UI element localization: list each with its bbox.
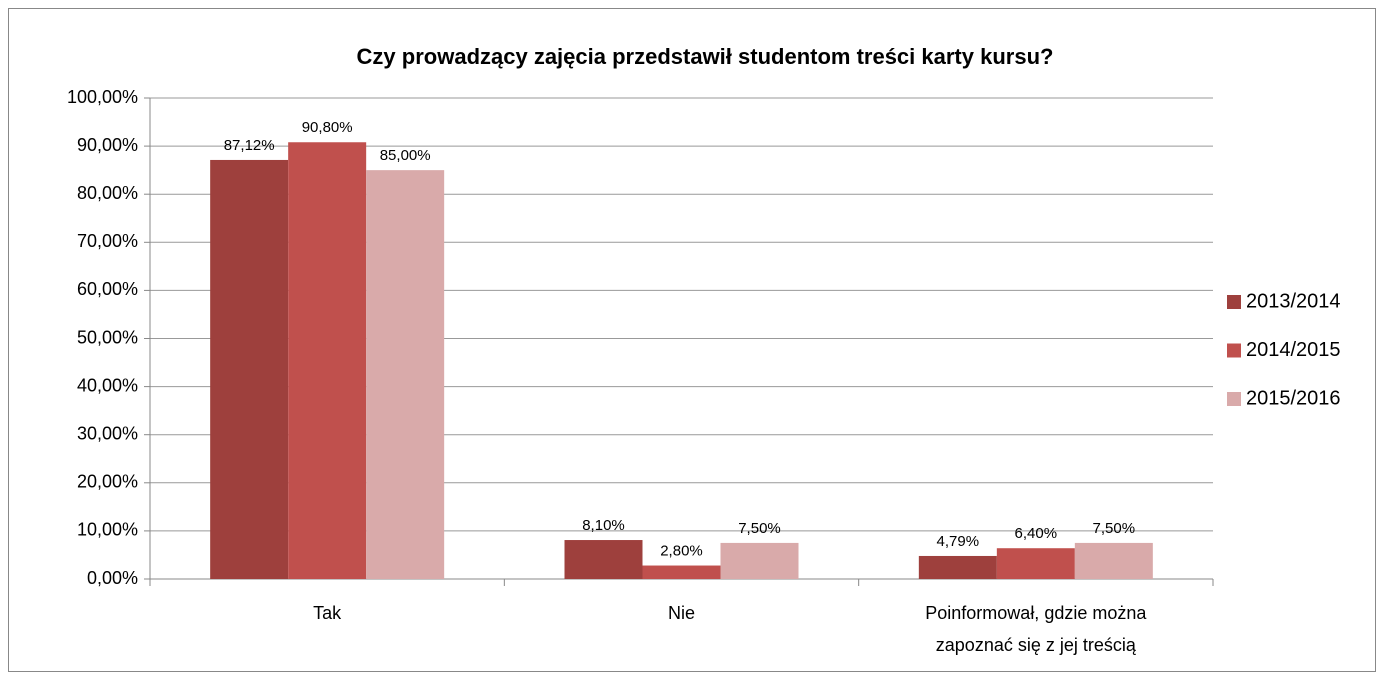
legend-label: 2014/2015 — [1246, 339, 1341, 361]
y-tick-label: 100,00% — [67, 87, 138, 107]
x-tick-label: Poinformował, gdzie można zapoznać się z… — [925, 603, 1147, 655]
y-tick-label: 0,00% — [87, 568, 138, 588]
y-tick-label: 60,00% — [77, 279, 138, 299]
bar — [210, 159, 289, 579]
bar — [366, 170, 445, 579]
data-label: 90,80% — [302, 119, 353, 136]
y-tick-label: 50,00% — [77, 327, 138, 347]
data-label: 8,10% — [582, 517, 625, 534]
y-tick-label: 20,00% — [77, 472, 138, 492]
legend-swatch — [1227, 295, 1241, 309]
chart-title: Czy prowadzący zajęcia przedstawił stude… — [357, 44, 1054, 69]
x-tick-label: Nie — [667, 603, 695, 623]
y-tick-label: 90,00% — [77, 135, 138, 155]
bar — [720, 542, 799, 579]
y-tick-label: 70,00% — [77, 231, 138, 251]
y-tick-label: 40,00% — [77, 375, 138, 395]
y-tick-label: 80,00% — [77, 183, 138, 203]
data-label: 7,50% — [1093, 520, 1136, 537]
y-tick-label: 10,00% — [77, 520, 138, 540]
data-label: 4,79% — [937, 533, 980, 550]
legend-swatch — [1227, 343, 1241, 358]
data-label: 85,00% — [380, 147, 431, 164]
bar — [996, 548, 1075, 579]
bar — [1074, 542, 1153, 579]
legend-swatch — [1227, 392, 1241, 406]
legend-label: 2015/2016 — [1246, 387, 1341, 409]
legend-label: 2013/2014 — [1246, 290, 1341, 312]
data-label: 2,80% — [660, 543, 703, 560]
data-label: 7,50% — [738, 520, 781, 537]
bar — [918, 555, 997, 579]
data-label: 87,12% — [224, 137, 275, 154]
bar — [288, 142, 367, 579]
data-label: 6,40% — [1015, 525, 1058, 542]
bar — [564, 540, 643, 579]
x-tick-label: Tak — [313, 603, 342, 623]
y-tick-label: 30,00% — [77, 423, 138, 443]
bar — [642, 565, 721, 579]
